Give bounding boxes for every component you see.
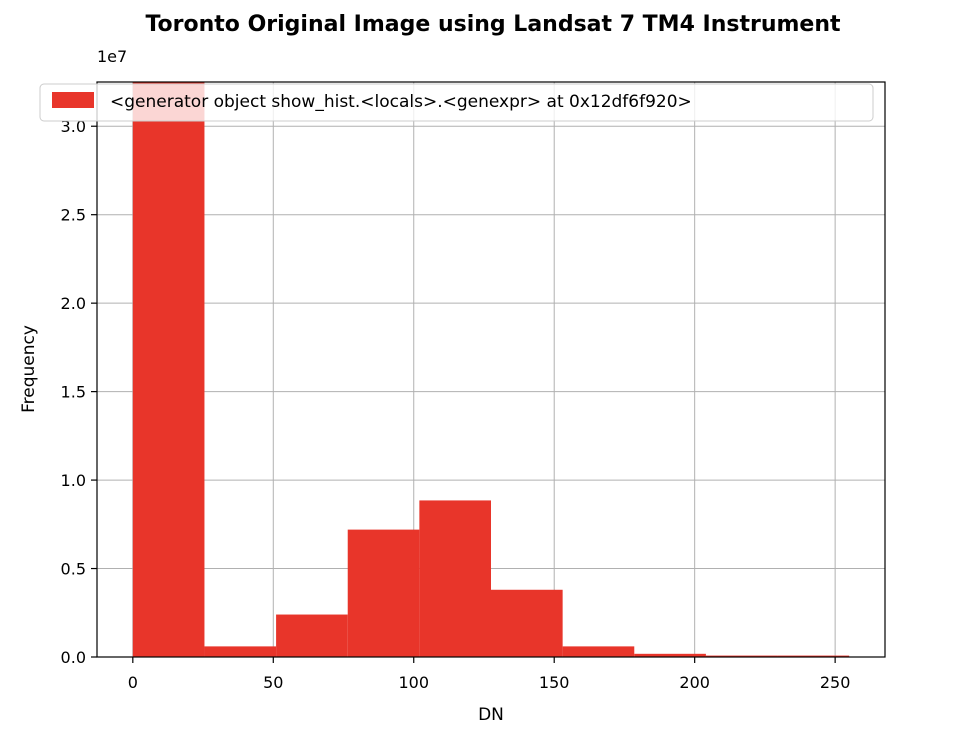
histogram-bar xyxy=(491,589,563,657)
histogram-bars xyxy=(132,82,850,657)
y-tick-label: 0.0 xyxy=(61,648,86,667)
y-tick-label: 0.5 xyxy=(61,560,86,579)
plot-area-frame xyxy=(96,81,886,658)
y-axis-ticks: 0.0 0.5 1.0 1.5 2.0 2.5 3.0 xyxy=(61,117,97,667)
histogram-bar xyxy=(419,500,491,657)
histogram-bar xyxy=(634,653,706,657)
legend-box xyxy=(39,83,874,122)
y-tick-label: 1.0 xyxy=(61,471,86,490)
y-axis-label: Frequency xyxy=(19,325,39,413)
histogram-bar xyxy=(347,529,420,657)
histogram-bar xyxy=(562,646,635,657)
y-tick-label: 3.0 xyxy=(61,117,86,136)
y-tick-label: 2.0 xyxy=(61,294,86,313)
y-tick-label: 1.5 xyxy=(61,383,86,402)
y-tick-label: 2.5 xyxy=(61,206,86,225)
x-tick-label: 250 xyxy=(820,673,851,692)
x-tick-label: 0 xyxy=(128,673,138,692)
histogram-bar xyxy=(204,646,277,657)
histogram-bar xyxy=(777,655,850,657)
legend-label: <generator object show_hist.<locals>.<ge… xyxy=(110,92,692,112)
x-tick-label: 100 xyxy=(398,673,429,692)
chart-title: Toronto Original Image using Landsat 7 T… xyxy=(145,12,841,37)
legend: <generator object show_hist.<locals>.<ge… xyxy=(39,83,874,122)
x-tick-label: 150 xyxy=(539,673,570,692)
x-axis-ticks: 0 50 100 150 200 250 xyxy=(128,657,851,692)
x-tick-label: 50 xyxy=(263,673,283,692)
x-tick-label: 200 xyxy=(679,673,710,692)
y-axis-offset-label: 1e7 xyxy=(97,47,127,66)
histogram-bar xyxy=(276,614,348,657)
x-axis-label: DN xyxy=(478,705,504,725)
histogram-bar xyxy=(132,82,205,657)
legend-swatch xyxy=(52,92,94,108)
histogram-bar xyxy=(705,655,778,657)
grid-lines xyxy=(97,82,885,658)
